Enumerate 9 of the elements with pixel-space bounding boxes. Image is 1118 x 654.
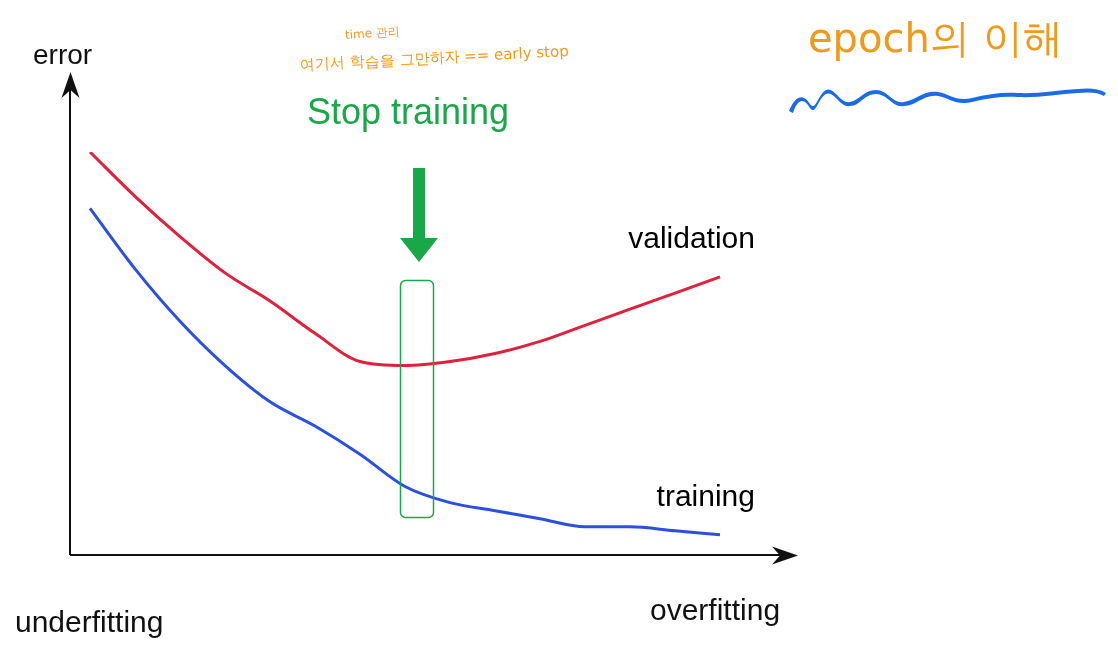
text: time 관리 xyxy=(344,24,401,43)
text: underfitting xyxy=(15,604,164,640)
text: epoch의 이해 xyxy=(808,14,1063,62)
series-label: training xyxy=(656,479,755,513)
text: Stop training xyxy=(307,90,510,134)
text: 여기서 학습을 그만하자 == early stop xyxy=(299,41,570,74)
series-label: validation xyxy=(628,221,755,255)
text: overfitting xyxy=(650,592,781,628)
y-axis-title: error xyxy=(33,38,93,70)
